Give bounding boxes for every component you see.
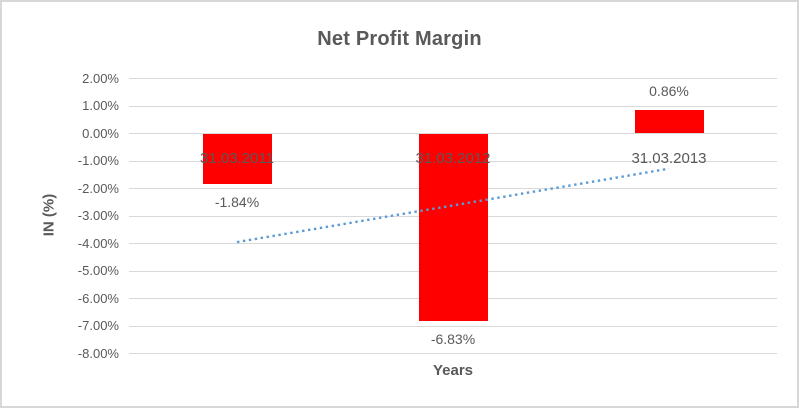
y-axis-tick-label: -1.00% bbox=[77, 153, 119, 168]
bar-data-label: -1.84% bbox=[214, 194, 260, 211]
gridline bbox=[129, 105, 777, 107]
bar-data-label: 0.86% bbox=[649, 82, 689, 99]
x-axis-title: Years bbox=[432, 362, 474, 379]
y-axis-tick-label: -5.00% bbox=[77, 263, 119, 278]
y-axis-tick-label: 1.00% bbox=[82, 98, 119, 113]
gridline bbox=[129, 353, 777, 354]
bar-31.03.2012 bbox=[418, 133, 488, 322]
x-axis-category-label: 31.03.2011 bbox=[200, 149, 274, 167]
y-axis-tick-label: -8.00% bbox=[77, 345, 119, 361]
x-axis-category-label: 31.03.2013 bbox=[631, 149, 707, 167]
y-axis-tick-label: 2.00% bbox=[82, 70, 119, 86]
x-axis-category-label: 31.03.2012 bbox=[415, 149, 491, 167]
trendline bbox=[236, 167, 670, 244]
y-axis-tick-label: 0.00% bbox=[82, 125, 119, 141]
y-axis-tick-label: -6.00% bbox=[77, 290, 119, 306]
chart-title: Net Profit Margin bbox=[317, 28, 482, 50]
y-axis-tick-label: -7.00% bbox=[77, 318, 119, 333]
gridline bbox=[129, 78, 777, 79]
bar-data-label: -6.83% bbox=[430, 331, 476, 348]
y-axis-tick-label: -4.00% bbox=[77, 235, 119, 251]
bar-31.03.2011 bbox=[202, 133, 272, 185]
bar-31.03.2013 bbox=[634, 109, 704, 134]
gridline bbox=[129, 325, 777, 327]
y-axis-tick-label: -3.00% bbox=[77, 208, 119, 223]
y-axis-tick-label: -2.00% bbox=[77, 180, 119, 196]
